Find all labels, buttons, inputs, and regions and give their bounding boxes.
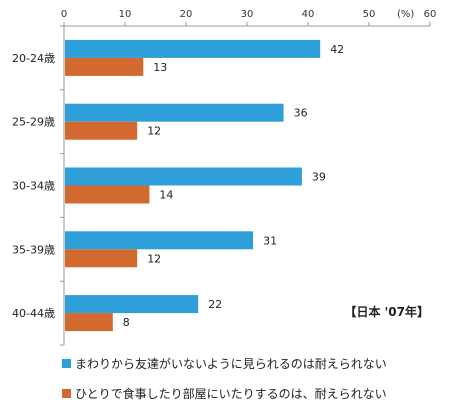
- data-label-series-2: 8: [123, 316, 130, 329]
- data-label-series-1: 22: [208, 298, 222, 311]
- category-label: 20-24歳: [12, 52, 55, 65]
- bar-series-2: [65, 121, 138, 140]
- x-tick-label: 40: [302, 9, 315, 20]
- data-label-series-2: 13: [153, 61, 167, 74]
- legend-item-series-1: まわりから友達がいないように見られるのは耐えられない: [62, 355, 387, 372]
- bar-series-1: [65, 295, 199, 314]
- data-label-series-2: 12: [147, 125, 161, 138]
- bar-series-2: [65, 185, 150, 204]
- bar-series-1: [65, 231, 254, 250]
- bar-series-2: [65, 249, 138, 268]
- data-label-series-1: 36: [294, 107, 308, 120]
- legend-swatch-series-1: [62, 359, 71, 368]
- category-label: 40-44歳: [12, 307, 55, 320]
- bar-series-2: [65, 57, 144, 76]
- data-label-series-1: 42: [330, 43, 344, 56]
- x-tick-label: 0: [61, 9, 67, 20]
- annotation-label: 【日本 '07年】: [344, 305, 429, 319]
- data-label-series-2: 14: [159, 189, 173, 202]
- data-label-series-2: 12: [147, 252, 161, 265]
- data-label-series-1: 39: [312, 171, 326, 184]
- legend-swatch-series-2: [62, 389, 71, 398]
- legend-label-series-1: まわりから友達がいないように見られるのは耐えられない: [75, 357, 387, 371]
- category-label: 30-34歳: [12, 180, 55, 193]
- bar-series-1: [65, 103, 284, 122]
- legend-label-series-2: ひとりで食事したり部屋にいたりするのは、耐えられない: [75, 387, 387, 401]
- data-label-series-1: 31: [263, 234, 277, 247]
- category-label: 25-29歳: [12, 116, 55, 129]
- bar-series-2: [65, 313, 113, 332]
- x-tick-label: 60: [424, 9, 437, 20]
- x-tick-label: 10: [119, 9, 132, 20]
- bar-series-1: [65, 39, 321, 58]
- category-label: 35-39歳: [12, 243, 55, 256]
- x-tick-label: 50: [363, 9, 376, 20]
- x-tick-label: 20: [180, 9, 193, 20]
- legend-item-series-2: ひとりで食事したり部屋にいたりするのは、耐えられない: [62, 385, 387, 402]
- unit-label: (%): [397, 9, 414, 20]
- bar-series-1: [65, 167, 302, 186]
- x-tick-label: 30: [241, 9, 254, 20]
